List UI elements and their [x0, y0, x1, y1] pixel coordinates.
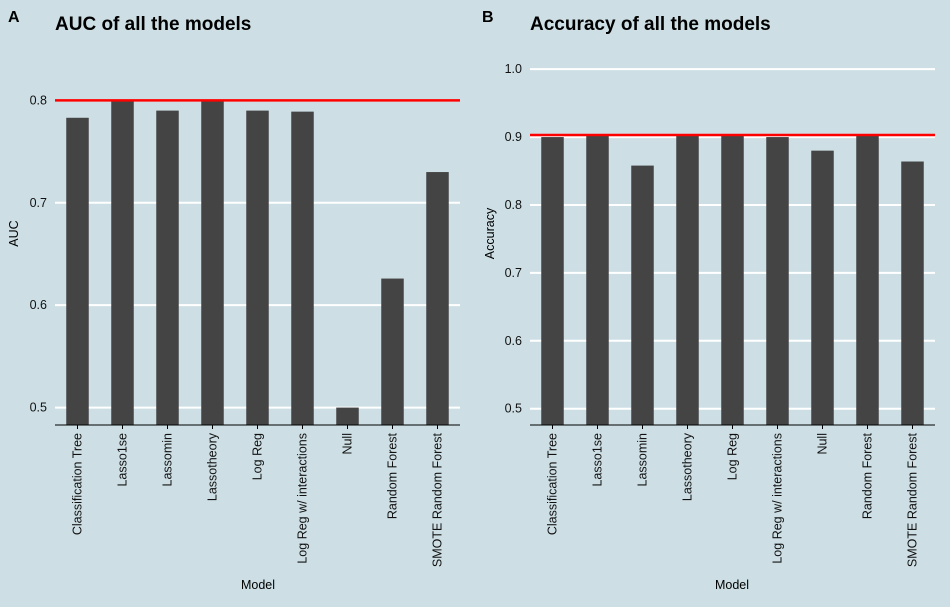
y-tick-label: 0.8 — [30, 93, 47, 107]
bar-lasso1se — [586, 135, 609, 425]
chart-title-auc: AUC of all the models — [55, 14, 251, 35]
panel-label-a: A — [8, 9, 20, 26]
x-tick-label: Lassotheory — [681, 432, 695, 501]
x-tick-label: Lassomin — [161, 433, 175, 487]
x-tick-label: Log Reg — [251, 433, 265, 480]
bar-classification-tree — [66, 117, 89, 425]
bar-log-reg-w-interactions — [766, 137, 789, 425]
bar-lassotheory — [201, 100, 224, 426]
x-axis-label: Model — [241, 578, 275, 592]
bar-classification-tree — [541, 137, 564, 425]
bar-null — [811, 150, 834, 426]
bar-lassotheory — [676, 135, 699, 425]
bar-lassomin — [156, 110, 179, 425]
bar-smote-random-forest — [426, 172, 449, 425]
bar-lassomin — [631, 165, 654, 425]
x-tick-label: Log Reg — [726, 433, 740, 480]
y-tick-label: 0.5 — [30, 401, 47, 415]
x-tick-label: Null — [816, 433, 830, 455]
x-tick-label: Classification Tree — [546, 433, 560, 535]
y-tick-label: 0.7 — [30, 196, 47, 210]
x-tick-label: Lasso1se — [591, 433, 605, 487]
x-tick-label: Random Forest — [386, 432, 400, 519]
x-tick-label: Lassomin — [636, 433, 650, 487]
x-tick-label: Log Reg w/ interactions — [771, 433, 785, 564]
y-tick-label: 0.9 — [505, 130, 522, 144]
y-axis-label: AUC — [7, 220, 21, 246]
bar-random-forest — [381, 278, 404, 425]
y-tick-label: 1.0 — [505, 62, 522, 76]
x-tick-label: Classification Tree — [71, 433, 85, 535]
chart-title-accuracy: Accuracy of all the models — [530, 14, 771, 35]
y-tick-label: 0.5 — [505, 402, 522, 416]
bar-log-reg — [246, 110, 269, 425]
x-tick-label: SMOTE Random Forest — [431, 432, 445, 567]
bar-smote-random-forest — [901, 161, 924, 425]
panel-label-b: B — [482, 9, 494, 26]
x-tick-label: Lasso1se — [116, 433, 130, 487]
bar-log-reg-w-interactions — [291, 111, 314, 426]
y-tick-label: 0.6 — [30, 298, 47, 312]
panel-accuracy: B Accuracy of all the models 0.5 0.6 0.7 0.… — [482, 9, 935, 592]
x-axis-label: Model — [715, 578, 749, 592]
y-tick-label: 0.7 — [505, 266, 522, 280]
y-tick-label: 0.8 — [505, 198, 522, 212]
bar-null — [336, 407, 359, 425]
x-tick-label: Random Forest — [861, 432, 875, 519]
panel-auc: A AUC of all the models 0.5 0.6 0.7 0.8 Clas… — [7, 9, 460, 592]
x-tick-label: Log Reg w/ interactions — [296, 433, 310, 564]
x-tick-label: SMOTE Random Forest — [906, 432, 920, 567]
bar-lasso1se — [111, 100, 134, 426]
bar-log-reg — [721, 135, 744, 425]
x-tick-label: Lassotheory — [206, 432, 220, 501]
x-tick-label: Null — [341, 433, 355, 455]
bar-random-forest — [856, 135, 879, 425]
y-tick-label: 0.6 — [505, 334, 522, 348]
y-axis-label: Accuracy — [483, 207, 497, 259]
